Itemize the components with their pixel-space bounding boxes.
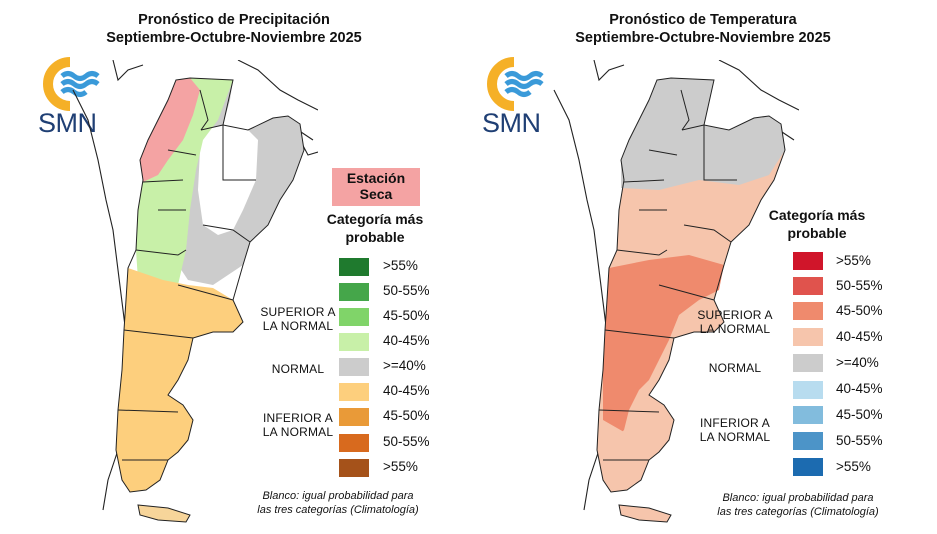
temp-note-line1: Blanco: igual probabilidad para xyxy=(722,492,874,504)
region-superior-45-50 xyxy=(603,255,724,440)
smn-logo-text: SMN xyxy=(38,108,97,138)
temp-legend-swatch-0 xyxy=(793,252,823,270)
precip-group-inferior-line2: LA NORMAL xyxy=(262,425,334,439)
temp-legend-label-0: >55% xyxy=(836,253,871,268)
temp-note: Blanco: igual probabilidad para las tres… xyxy=(683,491,913,519)
region-dry-season xyxy=(140,78,200,182)
temp-legend-title-line1: Categoría más xyxy=(768,207,866,223)
region-south-40-45 xyxy=(597,420,659,492)
temp-legend-label-1: 50-55% xyxy=(836,278,883,293)
precip-subtitle: Septiembre-Octubre-Noviembre 2025 xyxy=(106,30,362,46)
temp-legend-label-6: 45-50% xyxy=(836,407,883,422)
temp-group-superior-line1: SUPERIOR A xyxy=(697,308,773,322)
precip-legend-swatch-3 xyxy=(339,333,369,351)
temp-legend-title: Categoría más probable xyxy=(761,206,873,242)
temp-legend-label-2: 45-50% xyxy=(836,303,883,318)
dry-season-badge: Estación Seca xyxy=(332,168,420,206)
precip-group-superior: SUPERIOR A LA NORMAL xyxy=(258,305,338,333)
temp-legend-swatch-5 xyxy=(793,381,823,399)
precip-legend-label-7: 50-55% xyxy=(383,434,430,449)
dry-season-badge-line1: Estación xyxy=(346,170,406,186)
precip-legend-label-2: 45-50% xyxy=(383,308,430,323)
smn-logo-icon xyxy=(43,57,100,111)
precip-legend-swatch-8 xyxy=(339,459,369,477)
temperature-panel: Pronóstico de Temperatura Septiembre-Oct… xyxy=(469,0,937,534)
temp-group-inferior-line2: LA NORMAL xyxy=(699,430,771,444)
precip-legend-title: Categoría más probable xyxy=(320,210,430,246)
precip-group-inferior: INFERIOR A LA NORMAL xyxy=(258,411,338,439)
province-borders xyxy=(596,77,786,493)
temp-legend-label-7: 50-55% xyxy=(836,433,883,448)
precip-legend-swatch-2 xyxy=(339,308,369,326)
region-inferior-40-45 xyxy=(116,268,243,492)
temp-group-inferior-line1: INFERIOR A xyxy=(699,416,770,430)
precip-note: Blanco: igual probabilidad para las tres… xyxy=(228,489,448,517)
temp-title: Pronóstico de Temperatura xyxy=(609,12,797,28)
temp-legend-swatch-4 xyxy=(793,354,823,372)
province-borders xyxy=(115,77,305,493)
precip-legend-swatch-0 xyxy=(339,258,369,276)
region-tierra-del-fuego xyxy=(137,504,191,523)
precip-legend-label-1: 50-55% xyxy=(383,283,430,298)
precip-legend-swatch-1 xyxy=(339,283,369,301)
temp-group-superior-line2: LA NORMAL xyxy=(699,322,771,336)
precip-title: Pronóstico de Precipitación xyxy=(138,12,330,28)
precip-legend-label-3: 40-45% xyxy=(383,333,430,348)
temp-legend-swatch-1 xyxy=(793,277,823,295)
temp-group-normal: NORMAL xyxy=(708,361,762,375)
temp-legend-label-5: 40-45% xyxy=(836,381,883,396)
temp-legend-label-4: >=40% xyxy=(836,355,879,370)
temp-legend-label-8: >55% xyxy=(836,459,871,474)
precip-group-normal: NORMAL xyxy=(271,362,325,376)
temp-group-superior: SUPERIOR A LA NORMAL xyxy=(695,308,775,336)
temp-legend-title-line2: probable xyxy=(787,225,847,241)
smn-logo-text: SMN xyxy=(482,108,541,138)
region-tierra-del-fuego xyxy=(618,504,672,523)
precip-legend-title-line1: Categoría más xyxy=(326,211,424,227)
precip-legend-label-0: >55% xyxy=(383,258,418,273)
precipitation-panel: Pronóstico de Precipitación Septiembre-O… xyxy=(0,0,468,534)
temp-legend-swatch-7 xyxy=(793,432,823,450)
precipitation-map xyxy=(72,60,318,523)
temp-legend-swatch-3 xyxy=(793,328,823,346)
precip-legend-label-8: >55% xyxy=(383,459,418,474)
precip-legend-label-5: 40-45% xyxy=(383,383,430,398)
precip-group-inferior-line1: INFERIOR A xyxy=(262,411,333,425)
precip-legend-swatch-6 xyxy=(339,408,369,426)
precip-legend-swatch-5 xyxy=(339,383,369,401)
precip-group-superior-line2: LA NORMAL xyxy=(262,319,334,333)
precip-note-line1: Blanco: igual probabilidad para xyxy=(262,490,414,502)
temp-note-line2: las tres categorías (Climatología) xyxy=(717,506,879,518)
temp-legend-swatch-8 xyxy=(793,458,823,476)
temperature-map xyxy=(553,60,799,523)
precip-legend-swatch-7 xyxy=(339,434,369,452)
precip-legend-title-line2: probable xyxy=(345,229,405,245)
temp-legend-swatch-2 xyxy=(793,302,823,320)
temp-group-inferior: INFERIOR A LA NORMAL xyxy=(695,416,775,444)
precip-group-superior-line1: SUPERIOR A xyxy=(260,305,336,319)
precip-legend-label-6: 45-50% xyxy=(383,408,430,423)
precip-note-line2: las tres categorías (Climatología) xyxy=(257,504,419,516)
smn-logo: SMN xyxy=(36,56,126,146)
temp-legend-swatch-6 xyxy=(793,406,823,424)
smn-logo-right: SMN xyxy=(480,56,570,146)
region-normal-north xyxy=(621,78,785,190)
dry-season-badge-line2: Seca xyxy=(359,186,393,202)
temp-legend-label-3: 40-45% xyxy=(836,329,883,344)
precip-legend-label-4: >=40% xyxy=(383,358,426,373)
temp-subtitle: Septiembre-Octubre-Noviembre 2025 xyxy=(575,30,831,46)
precip-legend-swatch-4 xyxy=(339,358,369,376)
smn-logo-icon xyxy=(487,57,544,111)
